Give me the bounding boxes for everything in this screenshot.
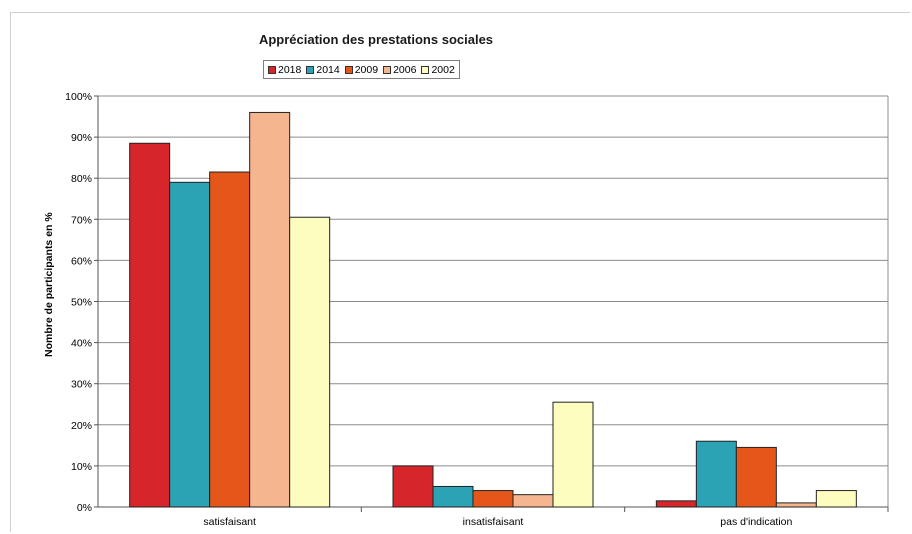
y-tick-label: 10% — [71, 461, 92, 473]
y-tick-label: 0% — [77, 502, 92, 514]
legend-label: 2002 — [431, 63, 455, 76]
x-tick-label: pas d'indication — [720, 516, 792, 528]
bar-2009-0 — [209, 171, 251, 508]
y-tick-label: 80% — [71, 173, 92, 185]
legend-label: 2014 — [316, 63, 340, 76]
y-tick-label: 30% — [71, 379, 92, 391]
y-tick-label: 70% — [71, 214, 92, 226]
bar-2018-0 — [129, 142, 171, 508]
bar-2002-0 — [289, 216, 331, 508]
bar-2018-2 — [655, 500, 697, 508]
y-tick-label: 60% — [71, 255, 92, 267]
bar-2014-1 — [432, 485, 474, 508]
y-tick-label: 50% — [71, 297, 92, 309]
bar-2009-2 — [735, 446, 777, 508]
legend-item-2002: 2002 — [421, 63, 455, 76]
legend-swatch — [268, 65, 276, 74]
bar-2002-1 — [552, 401, 594, 508]
chart-frame — [10, 12, 910, 532]
bar-2002-2 — [815, 490, 857, 508]
legend-swatch — [421, 65, 430, 74]
legend-swatch — [306, 65, 315, 74]
bar-2018-1 — [392, 465, 434, 508]
bar-2006-2 — [775, 502, 817, 508]
chart-title: Appréciation des prestations sociales — [258, 32, 494, 47]
legend-item-2006: 2006 — [383, 64, 416, 76]
bar-2014-0 — [169, 181, 211, 508]
bar-2006-0 — [249, 111, 291, 508]
y-tick-label: 20% — [71, 420, 92, 432]
x-tick-label: insatisfaisant — [463, 516, 524, 528]
legend: 2018 2014 2009 2006 2002 — [263, 60, 460, 79]
legend-swatch — [383, 65, 392, 74]
legend-item-2014: 2014 — [306, 63, 340, 76]
legend-item-2018: 2018 — [268, 64, 301, 76]
legend-label: 2009 — [354, 63, 379, 76]
bar-2014-2 — [695, 440, 737, 508]
y-tick-label: 100% — [65, 91, 92, 103]
bar-2009-1 — [472, 490, 514, 508]
legend-item-2009: 2009 — [344, 63, 379, 76]
x-tick-label: satisfaisant — [203, 516, 256, 528]
bar-2006-1 — [512, 494, 554, 508]
legend-swatch — [344, 65, 353, 74]
legend-label: 2006 — [393, 63, 417, 76]
y-tick-label: 90% — [71, 132, 92, 144]
legend-label: 2018 — [278, 63, 302, 76]
y-tick-label: 40% — [71, 338, 92, 350]
